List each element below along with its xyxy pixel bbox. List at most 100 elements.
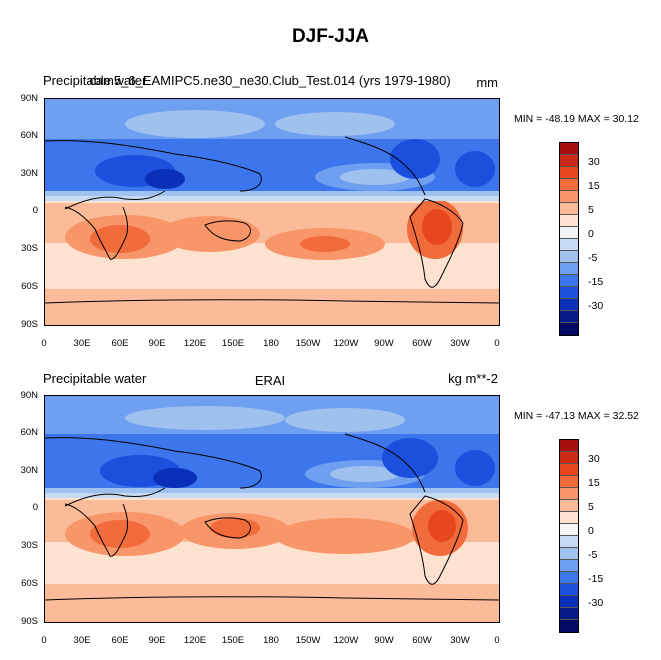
lat-tick: 90S: [21, 319, 38, 330]
lon-tick: 60E: [111, 635, 129, 646]
lon-tick: 180: [263, 338, 279, 349]
colorbar-swatch: [560, 263, 578, 275]
lon-tick: 120E: [183, 635, 207, 646]
lat-tick: 90S: [21, 616, 38, 627]
colorbar-swatch: [560, 227, 578, 239]
colorbar-swatch: [560, 275, 578, 287]
lon-tick: 0: [494, 635, 500, 646]
colorbar-swatch: [560, 572, 578, 584]
colorbar-swatch: [560, 452, 578, 464]
lon-tick: 150E: [221, 338, 245, 349]
lat-tick: 30S: [21, 243, 38, 254]
lon-tick: 90E: [148, 338, 166, 349]
colorbar-swatch: [560, 143, 578, 155]
lat-tick: 90N: [20, 93, 38, 104]
colorbar-label: 15: [588, 180, 600, 192]
colorbar-swatch: [560, 167, 578, 179]
lat-tick: 60N: [20, 427, 38, 438]
lon-tick: 120W: [333, 338, 359, 349]
colorbar-label: -30: [588, 300, 604, 312]
panel-center-label: cam5_6_EAMIPC5.ne30_ne30.Club_Test.014 (…: [89, 73, 451, 88]
colorbar-label: 30: [588, 156, 600, 168]
colorbar-swatch: [560, 251, 578, 263]
lon-tick: 120E: [183, 338, 207, 349]
lat-tick: 30N: [20, 168, 38, 179]
colorbar-swatch: [560, 620, 578, 632]
colorbar-swatch: [560, 287, 578, 299]
colorbar-swatch: [560, 155, 578, 167]
lat-tick: 30N: [20, 465, 38, 476]
panel-units: kg m**-2: [448, 371, 498, 386]
colorbar-swatch: [560, 311, 578, 323]
lon-tick: 150W: [295, 635, 321, 646]
colorbar-label: 0: [588, 525, 594, 537]
colorbar-swatch: [560, 536, 578, 548]
lat-tick: 90N: [20, 390, 38, 401]
colorbar-swatch: [560, 203, 578, 215]
colorbar-swatch: [560, 608, 578, 620]
colorbar-label: -30: [588, 597, 604, 609]
colorbar-swatch: [560, 191, 578, 203]
colorbar-label: 5: [588, 501, 594, 513]
colorbar-swatch: [560, 215, 578, 227]
lon-tick: 0: [41, 338, 47, 349]
colorbar-label: -5: [588, 252, 598, 264]
colorbar-label: -15: [588, 276, 604, 288]
colorbar-swatch: [560, 179, 578, 191]
colorbar-swatch: [560, 500, 578, 512]
panel-center-label: ERAI: [254, 373, 286, 388]
colorbar-swatch: [560, 464, 578, 476]
lon-tick: 30W: [450, 338, 470, 349]
map-panel: [44, 98, 500, 326]
lon-tick: 60E: [111, 338, 129, 349]
lat-tick: 0: [32, 502, 38, 513]
lon-tick: 120W: [333, 635, 359, 646]
panel-left-label: Precipitable water: [43, 371, 147, 386]
lon-tick: 60W: [412, 635, 432, 646]
colorbar-swatch: [560, 488, 578, 500]
colorbar-swatch: [560, 440, 578, 452]
lon-tick: 150E: [221, 635, 245, 646]
colorbar-label: 0: [588, 228, 594, 240]
lat-tick: 60S: [21, 281, 38, 292]
colorbar-swatch: [560, 512, 578, 524]
panel-units: mm: [476, 75, 498, 90]
lon-tick: 90W: [374, 338, 394, 349]
colorbar-label: -15: [588, 573, 604, 585]
lon-tick: 30W: [450, 635, 470, 646]
lat-tick: 60S: [21, 578, 38, 589]
colorbar-label: 30: [588, 453, 600, 465]
colorbar-swatch: [560, 548, 578, 560]
lon-tick: 90W: [374, 635, 394, 646]
lat-tick: 0: [32, 205, 38, 216]
lon-tick: 180: [263, 635, 279, 646]
colorbar-swatch: [560, 596, 578, 608]
figure-title: DJF-JJA: [291, 26, 370, 47]
lon-tick: 0: [41, 635, 47, 646]
colorbar-swatch: [560, 299, 578, 311]
colorbar-label: 15: [588, 477, 600, 489]
panel-stats: MIN = -47.13 MAX = 32.52: [514, 410, 639, 422]
panel-left-label: Precipitable water: [43, 73, 147, 88]
colorbar: [559, 439, 579, 633]
lon-tick: 30E: [73, 338, 91, 349]
precipitable-water-map: [45, 99, 499, 325]
colorbar-swatch: [560, 584, 578, 596]
colorbar-swatch: [560, 560, 578, 572]
colorbar: [559, 142, 579, 336]
colorbar-label: -5: [588, 549, 598, 561]
lat-tick: 30S: [21, 540, 38, 551]
lon-tick: 90E: [148, 635, 166, 646]
lon-tick: 0: [494, 338, 500, 349]
colorbar-label: 5: [588, 204, 594, 216]
panel-stats: MIN = -48.19 MAX = 30.12: [514, 113, 639, 125]
lon-tick: 150W: [295, 338, 321, 349]
precipitable-water-map: [45, 396, 499, 622]
lon-tick: 60W: [412, 338, 432, 349]
colorbar-swatch: [560, 239, 578, 251]
colorbar-swatch: [560, 323, 578, 335]
lon-tick: 30E: [73, 635, 91, 646]
lat-tick: 60N: [20, 130, 38, 141]
colorbar-swatch: [560, 524, 578, 536]
colorbar-swatch: [560, 476, 578, 488]
